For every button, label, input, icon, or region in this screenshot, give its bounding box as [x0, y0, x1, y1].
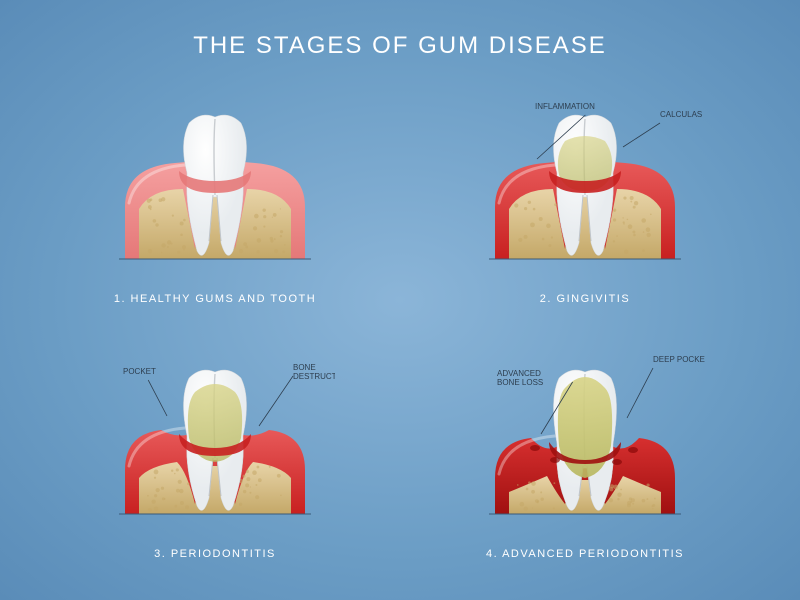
stage-3-caption: 3. PERIODONTITIS — [154, 548, 276, 560]
stage-2: INFLAMMATION CALCULAS 2. GINGIVITIS — [430, 80, 740, 305]
stage-4-caption: 4. ADVANCED PERIODONTITIS — [486, 548, 684, 560]
stage-3-diagram: POCKET BONEDESTRUCTION — [95, 354, 335, 534]
stage-1-caption: 1. HEALTHY GUMS AND TOOTH — [114, 293, 316, 305]
stage-1: 1. HEALTHY GUMS AND TOOTH — [60, 80, 370, 305]
stage-1-diagram — [95, 99, 335, 279]
svg-text:DESTRUCTION: DESTRUCTION — [293, 372, 335, 381]
svg-text:INFLAMMATION: INFLAMMATION — [535, 102, 595, 111]
stage-4: ADVANCEDBONE LOSS DEEP POCKET 4. ADVANCED… — [430, 335, 740, 560]
stage-2-caption: 2. GINGIVITIS — [540, 293, 630, 305]
stage-4-diagram: ADVANCEDBONE LOSS DEEP POCKET — [465, 354, 705, 534]
svg-text:DEEP POCKET: DEEP POCKET — [653, 355, 705, 364]
stage-3: POCKET BONEDESTRUCTION 3. PERIODONTITIS — [60, 335, 370, 560]
page-title: THE STAGES OF GUM DISEASE — [0, 0, 800, 60]
svg-text:CALCULAS: CALCULAS — [660, 110, 702, 119]
stages-grid: 1. HEALTHY GUMS AND TOOTH INFLAMMATION CA… — [0, 60, 800, 580]
svg-text:ADVANCED: ADVANCED — [497, 369, 541, 378]
stage-2-diagram: INFLAMMATION CALCULAS — [465, 99, 705, 279]
svg-text:BONE LOSS: BONE LOSS — [497, 378, 543, 387]
svg-text:BONE: BONE — [293, 363, 316, 372]
svg-text:POCKET: POCKET — [123, 367, 156, 376]
